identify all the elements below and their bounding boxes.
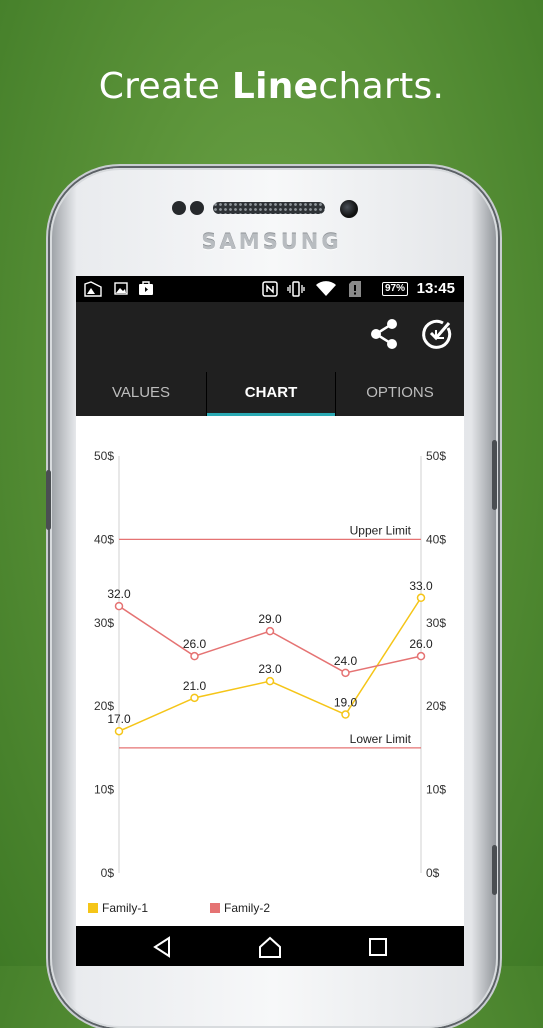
line-chart-svg: 0$ 0$ 10$ 10$ 20$ 20$ 30$ 30$ 40$ 40$ 50$ 50$ Upper … bbox=[94, 449, 446, 880]
home-icon[interactable] bbox=[258, 935, 282, 959]
y-tick-label-left: 10$ bbox=[94, 783, 114, 797]
tab-divider bbox=[335, 372, 336, 416]
y-tick-label-right: 10$ bbox=[426, 783, 446, 797]
y-tick-label-left: 50$ bbox=[94, 449, 114, 463]
data-point bbox=[114, 726, 124, 736]
proximity-sensor bbox=[172, 201, 186, 215]
data-label: 24.0 bbox=[334, 654, 358, 668]
gallery-notification-icon bbox=[84, 281, 102, 297]
app-bar: VALUES CHART OPTIONS bbox=[76, 302, 464, 416]
data-label: 23.0 bbox=[258, 662, 282, 676]
y-tick-label-left: 20$ bbox=[94, 699, 114, 713]
headline-prefix: Create bbox=[98, 66, 232, 107]
data-point bbox=[341, 668, 350, 678]
share-icon[interactable] bbox=[369, 318, 399, 350]
data-point bbox=[114, 601, 124, 611]
y-tick-label-right: 0$ bbox=[426, 866, 440, 880]
back-icon[interactable] bbox=[150, 935, 174, 959]
data-label: 26.0 bbox=[183, 637, 207, 651]
y-tick-label-right: 30$ bbox=[426, 616, 446, 630]
legend-item-series1: Family-1 bbox=[88, 900, 148, 916]
y-tick-label-left: 40$ bbox=[94, 532, 114, 546]
power-button bbox=[492, 440, 497, 510]
light-sensor bbox=[190, 201, 204, 215]
y-tick-label-right: 20$ bbox=[426, 699, 446, 713]
data-label: 19.0 bbox=[334, 696, 358, 710]
data-label: 33.0 bbox=[409, 579, 433, 593]
recents-icon[interactable] bbox=[366, 935, 390, 959]
data-point bbox=[265, 676, 275, 686]
no-sim-icon bbox=[349, 281, 361, 297]
chart-legend: Family-1 Family-2 bbox=[76, 900, 464, 920]
data-label: 21.0 bbox=[183, 679, 207, 693]
status-bar: 97% 13:45 bbox=[76, 276, 464, 302]
y-tick-label-right: 40$ bbox=[426, 532, 446, 546]
headline: Create Linecharts. bbox=[0, 66, 543, 107]
tab-chart[interactable]: CHART bbox=[207, 372, 335, 416]
check-circle-icon[interactable] bbox=[421, 318, 453, 350]
data-point bbox=[265, 626, 275, 636]
y-tick-label-left: 0$ bbox=[101, 866, 115, 880]
tab-divider bbox=[206, 372, 207, 416]
headline-bold: Line bbox=[231, 66, 319, 107]
vibrate-icon bbox=[287, 281, 305, 297]
data-point bbox=[190, 651, 199, 661]
earpiece-speaker bbox=[213, 202, 325, 214]
data-label: 17.0 bbox=[107, 712, 131, 726]
data-label: 32.0 bbox=[107, 587, 131, 601]
tab-values[interactable]: VALUES bbox=[111, 384, 171, 401]
tab-bar: VALUES CHART OPTIONS bbox=[76, 372, 464, 416]
brand-logo: SAMSUNG bbox=[201, 230, 342, 254]
volume-button bbox=[46, 470, 51, 530]
y-tick-label-left: 30$ bbox=[94, 616, 114, 630]
wifi-icon bbox=[316, 281, 336, 296]
data-point bbox=[416, 593, 426, 603]
data-label: 26.0 bbox=[409, 637, 433, 651]
limit-line-label: Upper Limit bbox=[350, 523, 412, 537]
image-notification-icon bbox=[114, 282, 128, 295]
legend-label-series1: Family-1 bbox=[102, 901, 149, 915]
data-point bbox=[341, 710, 350, 719]
headline-suffix: charts. bbox=[318, 66, 445, 107]
y-tick-label-right: 50$ bbox=[426, 449, 446, 463]
legend-label-series2: Family-2 bbox=[224, 901, 271, 915]
legend-swatch-series1 bbox=[88, 903, 98, 913]
navigation-bar bbox=[76, 926, 464, 966]
tab-options[interactable]: OPTIONS bbox=[366, 384, 434, 401]
side-button bbox=[492, 845, 497, 895]
limit-line-label: Lower Limit bbox=[350, 732, 412, 746]
data-point bbox=[416, 651, 426, 661]
clock: 13:45 bbox=[416, 280, 455, 297]
front-camera bbox=[340, 200, 358, 218]
legend-item-series2: Family-2 bbox=[210, 900, 270, 916]
data-point bbox=[190, 693, 199, 703]
legend-swatch-series2 bbox=[210, 903, 220, 913]
nfc-icon bbox=[262, 281, 278, 297]
line-chart: 0$ 0$ 10$ 10$ 20$ 20$ 30$ 30$ 40$ 40$ 50$ 50$ Upper … bbox=[76, 416, 464, 926]
data-label: 29.0 bbox=[258, 612, 282, 626]
battery-indicator: 97% bbox=[381, 282, 408, 296]
phone-screen: 97% 13:45 VALUES CHART OPTIONS 0$ 0$ 10$ 10… bbox=[76, 276, 464, 966]
store-notification-icon bbox=[139, 281, 153, 295]
